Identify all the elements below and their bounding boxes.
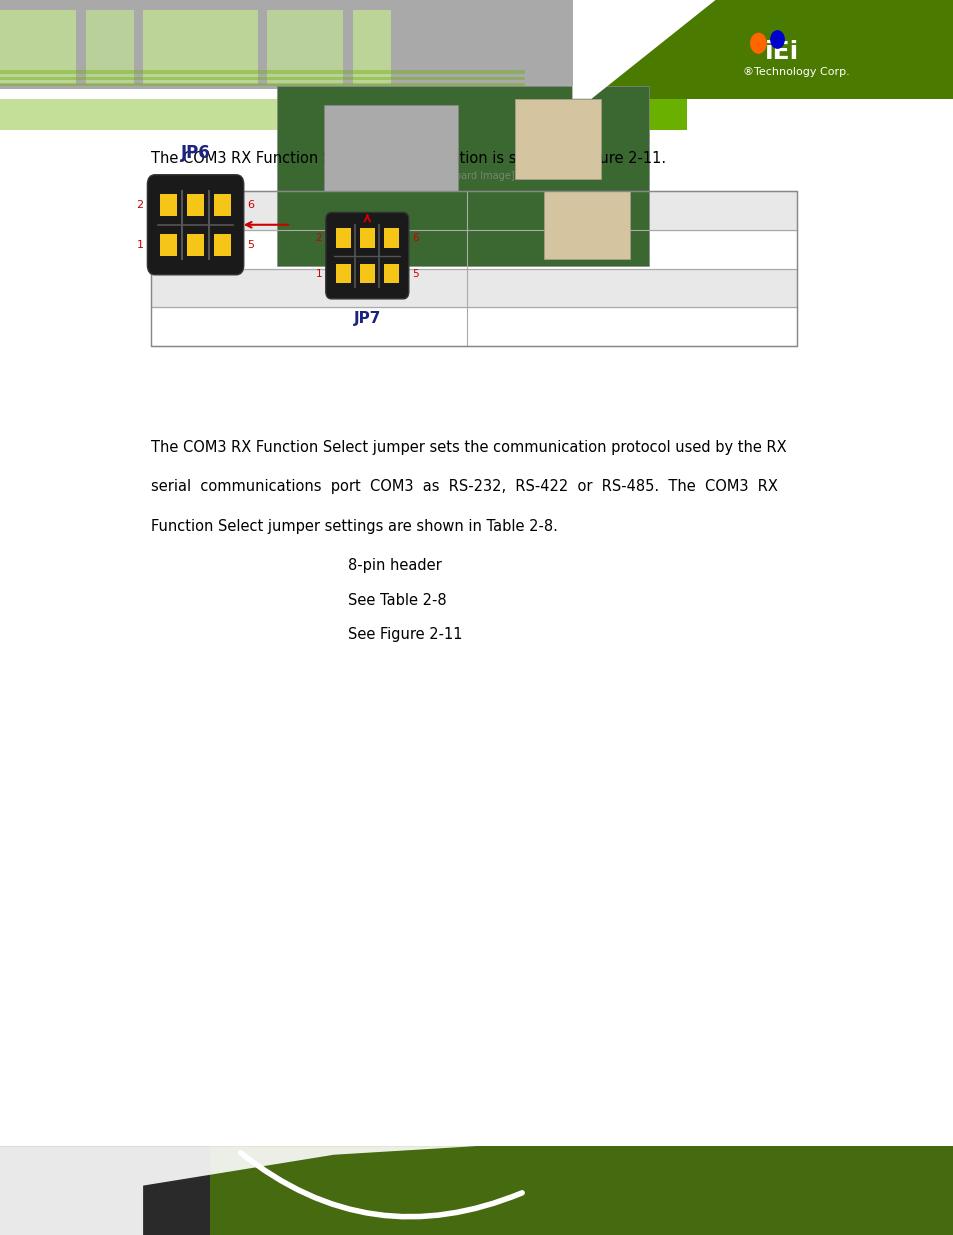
Bar xyxy=(543,191,629,259)
Bar xyxy=(0,1146,953,1235)
Text: 2: 2 xyxy=(136,200,143,210)
Text: 6: 6 xyxy=(248,200,254,210)
Circle shape xyxy=(770,31,783,48)
Bar xyxy=(359,228,375,248)
Bar xyxy=(335,228,351,248)
Text: 1: 1 xyxy=(136,240,143,249)
Bar xyxy=(213,194,231,216)
Bar xyxy=(353,10,391,84)
Bar xyxy=(151,230,796,269)
Text: 6: 6 xyxy=(412,232,418,243)
Text: JP7: JP7 xyxy=(354,311,380,326)
Bar xyxy=(0,77,524,80)
Bar xyxy=(160,233,177,256)
Text: 8-pin header: 8-pin header xyxy=(348,558,441,573)
Bar xyxy=(213,233,231,256)
Bar xyxy=(0,0,953,130)
Bar xyxy=(0,83,524,86)
Bar xyxy=(591,0,953,99)
Circle shape xyxy=(750,33,765,53)
FancyBboxPatch shape xyxy=(326,212,408,299)
Text: See Table 2-8: See Table 2-8 xyxy=(348,593,446,608)
Text: serial  communications  port  COM3  as  RS-232,  RS-422  or  RS-485.  The  COM3 : serial communications port COM3 as RS-23… xyxy=(151,479,777,494)
Bar xyxy=(151,308,796,346)
Bar xyxy=(383,228,398,248)
Text: JP6: JP6 xyxy=(180,144,211,163)
Text: 1: 1 xyxy=(315,268,321,279)
Bar xyxy=(335,263,351,283)
Bar xyxy=(143,10,257,84)
Bar xyxy=(86,10,133,84)
Text: Function Select jumper settings are shown in Table 2-8.: Function Select jumper settings are show… xyxy=(151,519,557,534)
Polygon shape xyxy=(0,1146,476,1235)
Text: The COM3 RX Function Select jumper sets the communication protocol used by the R: The COM3 RX Function Select jumper sets … xyxy=(151,440,785,454)
Text: 2: 2 xyxy=(315,232,321,243)
Text: 5: 5 xyxy=(412,268,418,279)
Text: 5: 5 xyxy=(248,240,254,249)
Bar xyxy=(187,233,204,256)
Text: ®Technology Corp.: ®Technology Corp. xyxy=(742,67,849,77)
Text: The COM3 RX Function Select jumper location is shown in Figure 2-11.: The COM3 RX Function Select jumper locat… xyxy=(151,151,665,165)
Bar xyxy=(0,0,953,89)
Text: iEi: iEi xyxy=(764,40,799,64)
Bar xyxy=(0,0,572,130)
Bar xyxy=(0,99,686,130)
Bar xyxy=(151,191,796,230)
Bar xyxy=(515,99,600,179)
Bar xyxy=(210,1146,953,1235)
Polygon shape xyxy=(572,0,715,99)
Bar xyxy=(160,194,177,216)
FancyBboxPatch shape xyxy=(147,175,243,275)
Bar xyxy=(383,263,398,283)
Text: See Figure 2-11: See Figure 2-11 xyxy=(348,627,462,642)
Bar xyxy=(359,263,375,283)
Text: [Circuit Board Image]: [Circuit Board Image] xyxy=(410,170,515,182)
Bar xyxy=(151,191,796,346)
Bar xyxy=(0,0,953,105)
Bar xyxy=(0,10,76,84)
Bar xyxy=(267,10,343,84)
FancyBboxPatch shape xyxy=(276,86,648,266)
Bar xyxy=(187,194,204,216)
Bar xyxy=(151,269,796,308)
Bar xyxy=(324,105,457,191)
Bar xyxy=(0,70,524,74)
